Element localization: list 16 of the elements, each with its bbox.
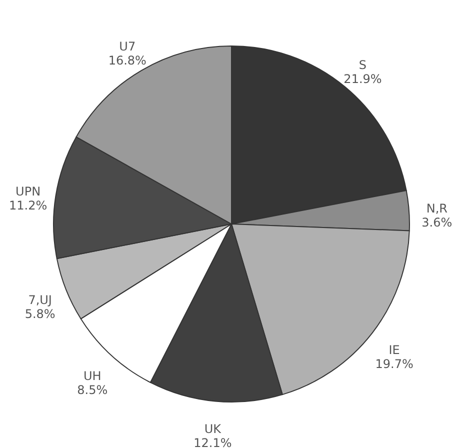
slice-label: N,R — [426, 201, 448, 216]
slice-label: UPN — [16, 184, 41, 199]
data-label: 3.6% — [422, 215, 452, 230]
slice-label: UK — [204, 422, 222, 436]
slice-label: 7,UJ — [28, 293, 52, 308]
data-label: 19.7% — [375, 357, 414, 372]
data-label: 11.2% — [8, 198, 48, 213]
slice-label: S — [358, 58, 367, 72]
data-label: 8.5% — [77, 382, 108, 397]
slice-label: UH — [84, 368, 102, 383]
data-label: 21.9% — [344, 72, 382, 86]
data-label: 12.1% — [194, 436, 232, 448]
slice-label: IE — [388, 343, 400, 358]
data-label: 16.8% — [108, 53, 146, 68]
data-label: 5.8% — [24, 307, 56, 322]
slice-label: U7 — [119, 39, 136, 54]
